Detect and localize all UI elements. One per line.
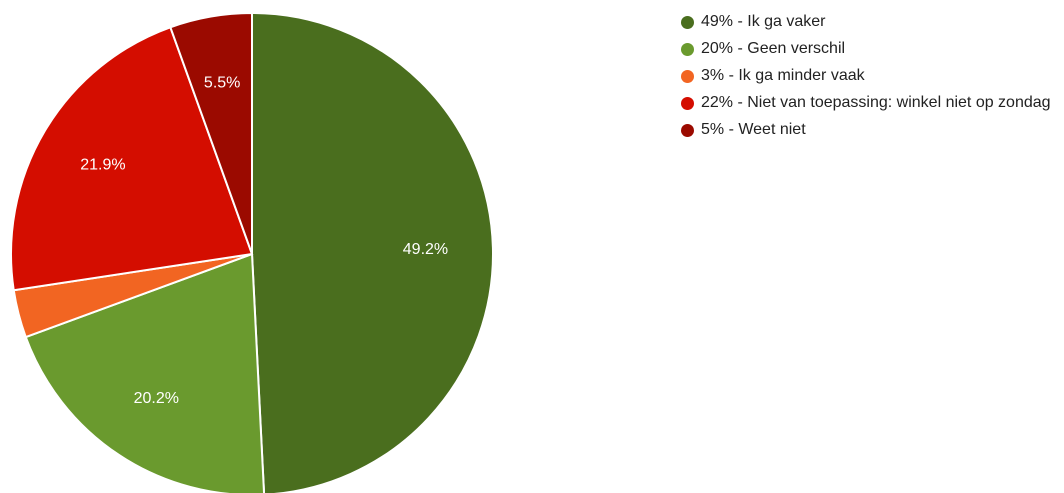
- legend-label: 22% - Niet van toepassing: winkel niet o…: [701, 94, 1051, 111]
- pie-slices: [10, 11, 494, 493]
- legend-swatch-icon: [681, 16, 694, 29]
- legend-item-niet-van-toepassing[interactable]: 22% - Niet van toepassing: winkel niet o…: [681, 93, 1061, 112]
- pie-slice-value-label: 21.9%: [80, 156, 125, 173]
- chart-legend: 49% - Ik ga vaker 20% - Geen verschil 3%…: [681, 12, 1061, 147]
- legend-swatch-icon: [681, 124, 694, 137]
- legend-label: 5% - Weet niet: [701, 121, 806, 138]
- pie-slice-geen-verschil[interactable]: [24, 252, 266, 493]
- legend-swatch-icon: [681, 70, 694, 83]
- legend-label: 20% - Geen verschil: [701, 40, 846, 57]
- pie-slice-value-label: 20.2%: [134, 390, 179, 407]
- legend-label: 3% - Ik ga minder vaak: [701, 67, 865, 84]
- pie-slice-weet-niet[interactable]: [169, 11, 253, 255]
- legend-item-weet-niet[interactable]: 5% - Weet niet: [681, 120, 1061, 139]
- legend-item-ik-ga-minder-vaak[interactable]: 3% - Ik ga minder vaak: [681, 66, 1061, 85]
- legend-item-geen-verschil[interactable]: 20% - Geen verschil: [681, 39, 1061, 58]
- pie-slice-ik-ga-vaker[interactable]: [251, 11, 494, 493]
- pie-slice-niet-van-toepassing-winkel-niet-op-zondag[interactable]: [10, 25, 254, 292]
- legend-swatch-icon: [681, 43, 694, 56]
- pie-slice-labels: 49.2% 20.2% 21.9% 5.5%: [80, 74, 448, 407]
- legend-item-ik-ga-vaker[interactable]: 49% - Ik ga vaker: [681, 12, 1061, 31]
- pie-slice-value-label: 49.2%: [403, 241, 448, 258]
- legend-swatch-icon: [681, 97, 694, 110]
- pie-slice-value-label: 5.5%: [204, 74, 240, 91]
- legend-label: 49% - Ik ga vaker: [701, 13, 826, 30]
